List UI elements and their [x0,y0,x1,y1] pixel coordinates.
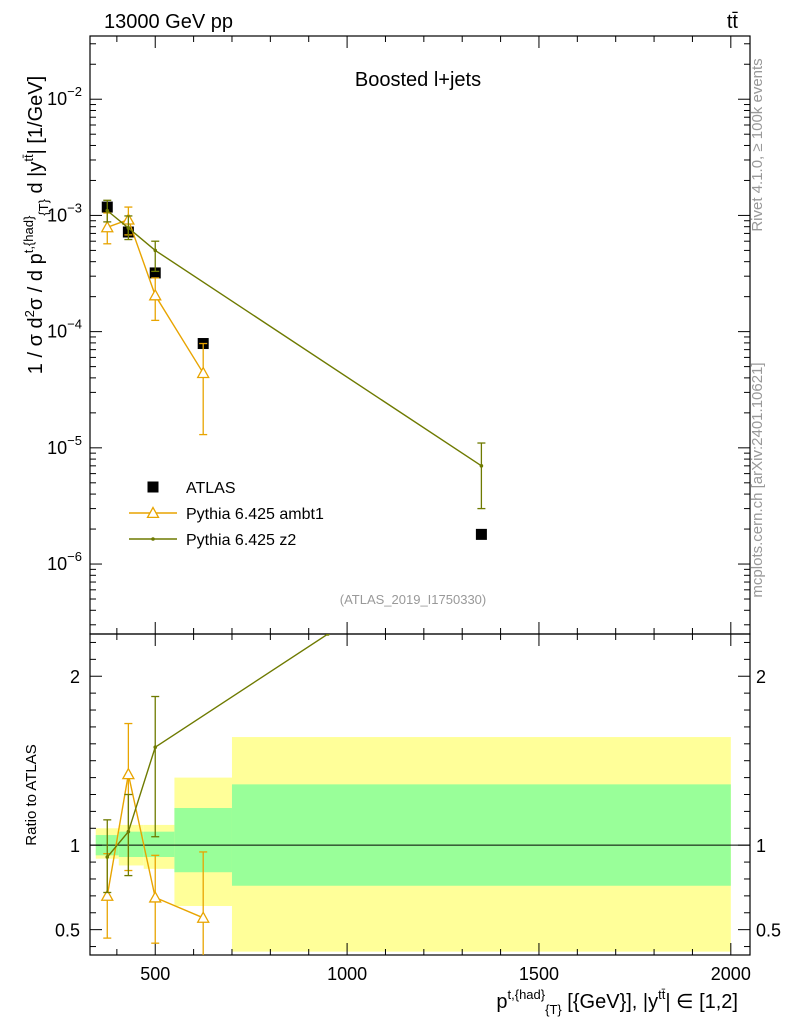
legend-marker-dot [151,537,155,541]
x-tick-label: 1000 [327,964,367,984]
legend-label: Pythia 6.425 ambt1 [186,506,324,523]
data-point-atlas [475,528,487,540]
uncertainty-band-inner [231,784,731,886]
data-point-z2 [153,248,158,253]
x-tick-label: 2000 [711,964,751,984]
legend-label: ATLAS [186,480,236,497]
ratio-y-axis-label: Ratio to ATLAS [23,744,40,845]
y-tick-label: 10−6 [47,549,82,574]
ratio-point-z2 [126,829,131,834]
x-axis-label: pt,{had}{T} [{GeV}], |ytt̄| ∈ [1,2] [496,987,738,1017]
y-tick-label: 10−5 [47,433,82,458]
main-title: Boosted l+jets [355,69,481,91]
x-tick-label: 500 [140,964,170,984]
legend: ATLAS Pythia 6.425 ambt1 Pythia 6.425 z2 [129,480,324,549]
ratio-y-tick-label-right: 0.5 [756,921,781,941]
uncertainty-band-inner [143,831,175,858]
main-y-axis-ticks: 10−6 10−5 10−4 10−3 10−2 [47,43,750,626]
rivet-version-label: Rivet 4.1.0, ≥ 100k events [749,58,766,231]
series-atlas [101,201,487,540]
ratio-y-axis-ticks: 0.5 0.5 1 1 2 2 [55,641,781,948]
ratio-bands [95,737,731,952]
ratio-point-ambt1 [148,890,162,903]
ratio-series [100,634,330,955]
ratio-y-tick-label-right: 1 [756,836,766,856]
data-point-z2 [126,226,131,230]
ratio-line [106,634,329,858]
ratio-point-z2 [153,745,158,749]
ratio-y-tick-label-right: 2 [756,667,766,687]
legend-entry: Pythia 6.425 ambt1 [129,506,324,523]
energy-label: 13000 GeV pp [104,11,233,33]
series-line [107,218,204,374]
data-point-ambt1 [148,288,162,301]
data-point-ambt1 [100,220,114,233]
ratio-point-z2 [105,855,110,859]
data-point-z2 [479,464,484,468]
legend-marker-triangle [146,506,160,519]
ratio-point-ambt1 [196,910,210,923]
ratio-point-z2 [326,634,330,636]
data-point-ambt1 [196,366,210,379]
ratio-series-pythia-6-425-z2 [103,634,330,894]
y-tick-label: 10−4 [47,317,82,342]
y-tick-label: 10−3 [47,200,82,225]
ratio-line [106,774,204,919]
process-label: tt̄ [727,11,739,33]
legend-entry: Pythia 6.425 z2 [129,532,296,549]
main-panel: 10−6 10−5 10−4 10−3 10−2 ATLAS Pythia 6.425 am… [47,35,751,635]
ratio-y-tick-label: 0.5 [55,921,80,941]
series-line [106,210,482,467]
legend-label: Pythia 6.425 z2 [186,532,296,549]
ratio-point-ambt1 [100,889,114,901]
legend-marker-square [147,481,159,493]
ratio-point-ambt1 [121,767,135,780]
y-tick-label: 10−2 [47,84,82,109]
uncertainty-band-inner [118,831,144,858]
series-pythia-6-425-z2 [103,199,486,510]
ratio-y-tick-label: 1 [70,836,80,856]
legend-entry: ATLAS [147,480,236,497]
x-tick-label: 1500 [519,964,559,984]
x-axis-ticks: 500 1000 1500 2000 [116,36,751,984]
data-point-z2 [105,208,110,213]
source-label: mcplots.cern.ch [arXiv:2401.10621] [749,362,766,597]
ratio-y-tick-label: 2 [70,667,80,687]
analysis-label: (ATLAS_2019_I1750330) [340,592,486,607]
data-point-atlas [149,267,161,279]
ratio-panel: 500 1000 1500 2000 0.5 0.5 1 1 2 2 [55,36,781,984]
main-series [100,199,487,540]
